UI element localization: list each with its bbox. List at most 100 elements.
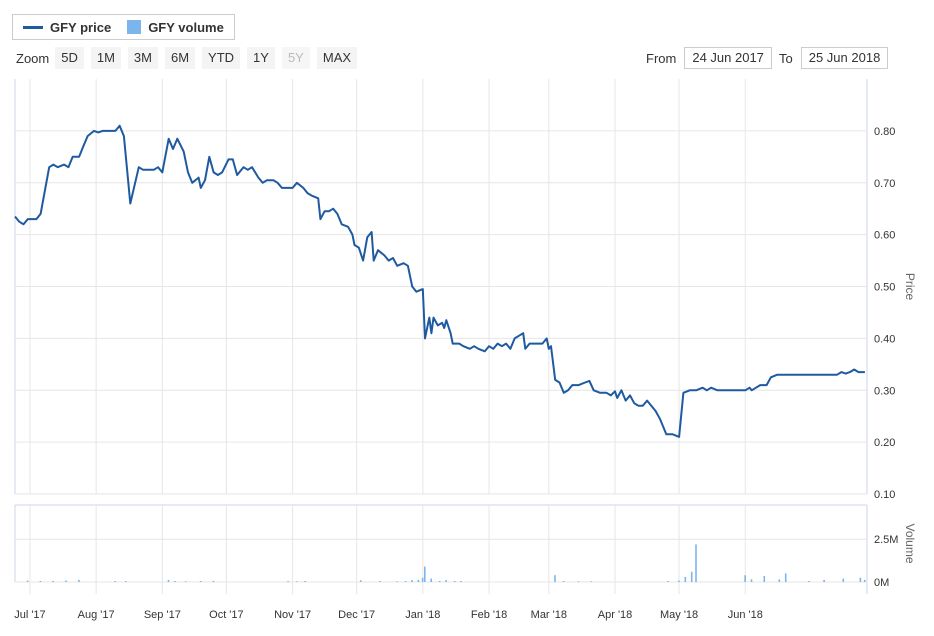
- volume-axis-title: Volume: [903, 523, 917, 563]
- x-tick-label: Dec '17: [338, 609, 375, 621]
- volume-bar: [778, 579, 781, 582]
- volume-bar: [52, 580, 54, 582]
- price-axis-title: Price: [903, 273, 917, 301]
- volume-bar: [784, 573, 787, 582]
- date-range-from: From 24 Jun 2017: [646, 46, 772, 70]
- volume-bar: [174, 581, 176, 582]
- zoom-3m-button[interactable]: 3M: [127, 47, 158, 69]
- x-tick-label: Jun '18: [728, 609, 763, 621]
- zoom-1y-button[interactable]: 1Y: [247, 47, 275, 69]
- volume-bar: [78, 579, 80, 582]
- x-tick-label: Sep '17: [144, 609, 181, 621]
- x-tick-label: Nov '17: [274, 609, 311, 621]
- volume-bar: [379, 581, 381, 582]
- zoom-1m-button[interactable]: 1M: [90, 47, 121, 69]
- x-tick-label: Mar '18: [531, 609, 567, 621]
- x-tick-label: Aug '17: [78, 609, 115, 621]
- volume-y-tick-label: 2.5M: [874, 534, 898, 546]
- volume-bar: [684, 576, 687, 582]
- legend-label-price: GFY price: [50, 19, 112, 35]
- volume-bar: [823, 579, 825, 582]
- price-y-tick-label: 0.10: [874, 489, 895, 501]
- volume-bar: [125, 581, 127, 582]
- zoom-5d-button[interactable]: 5D: [55, 47, 84, 69]
- legend-box-swatch: [127, 20, 142, 34]
- volume-bar: [562, 581, 565, 582]
- legend-label-volume: GFY volume: [148, 19, 224, 35]
- volume-plot: [26, 544, 866, 583]
- x-tick-label: Jul '17: [14, 609, 45, 621]
- volume-bar: [167, 579, 170, 582]
- volume-bar: [577, 581, 580, 583]
- volume-bar: [287, 581, 289, 582]
- from-label: From: [646, 50, 677, 66]
- price-y-tick-label: 0.30: [874, 385, 895, 397]
- x-tick-label: Feb '18: [471, 609, 507, 621]
- axes: Jul '17 Aug '17 Sep '17 Oct '17 Nov '17 Dec '…: [14, 126, 917, 621]
- from-date-input[interactable]: 24 Jun 2017: [684, 47, 772, 69]
- legend-item-volume[interactable]: GFY volume: [127, 20, 224, 35]
- volume-y-tick-label: 0M: [874, 577, 889, 589]
- volume-bar: [744, 575, 746, 582]
- volume-bar: [114, 581, 116, 582]
- x-tick-label: May '18: [660, 609, 698, 621]
- to-label: To: [779, 50, 793, 66]
- volume-bar: [359, 580, 362, 582]
- chart-legend: GFY price GFY volume: [12, 14, 235, 40]
- volume-bar: [199, 581, 202, 582]
- price-series-line: [14, 124, 865, 438]
- volume-bar: [184, 581, 187, 583]
- date-range-to: To 25 Jun 2018: [779, 46, 889, 70]
- zoom-label: Zoom: [16, 50, 50, 66]
- x-tick-label: Oct '17: [209, 609, 244, 621]
- price-y-tick-label: 0.70: [874, 178, 895, 190]
- zoom-ytd-button[interactable]: YTD: [202, 47, 241, 69]
- volume-bar: [667, 581, 669, 582]
- volume-bar: [763, 576, 766, 582]
- volume-bar: [863, 579, 866, 582]
- zoom-toolbar: Zoom 5D 1M 3M 6M YTD 1Y 5Y MAX: [16, 46, 364, 70]
- volume-bar: [438, 581, 441, 582]
- volume-bar: [417, 579, 420, 582]
- volume-bar: [404, 581, 407, 582]
- volume-bar: [26, 580, 29, 582]
- volume-bar: [396, 581, 398, 583]
- volume-bar: [590, 581, 593, 583]
- volume-bar: [39, 581, 42, 582]
- volume-bar: [453, 581, 456, 582]
- volume-bar: [411, 580, 413, 582]
- legend-item-price[interactable]: GFY price: [23, 20, 111, 35]
- price-y-tick-label: 0.80: [874, 126, 895, 138]
- volume-bar: [695, 544, 697, 582]
- volume-bar: [808, 581, 810, 582]
- legend-line-swatch: [23, 25, 43, 29]
- volume-bar: [859, 577, 862, 582]
- zoom-6m-button[interactable]: 6M: [164, 47, 196, 69]
- zoom-5y-button: 5Y: [281, 47, 310, 69]
- volume-bar: [304, 581, 306, 582]
- volume-bar: [424, 566, 426, 582]
- volume-bar: [554, 575, 556, 582]
- volume-bar: [842, 578, 845, 582]
- volume-bar: [690, 571, 693, 582]
- volume-bar: [430, 578, 432, 582]
- zoom-max-button[interactable]: MAX: [316, 47, 358, 69]
- x-tick-label: Apr '18: [598, 609, 633, 621]
- volume-bar: [212, 580, 215, 582]
- price-y-tick-label: 0.20: [874, 437, 895, 449]
- grid-layer: [14, 79, 868, 594]
- price-y-tick-label: 0.60: [874, 230, 895, 242]
- volume-bar: [445, 580, 447, 582]
- volume-bar: [295, 581, 298, 583]
- to-date-input[interactable]: 25 Jun 2018: [800, 47, 889, 69]
- volume-bar: [421, 577, 424, 582]
- price-y-tick-label: 0.40: [874, 333, 895, 345]
- volume-bar: [460, 581, 462, 582]
- price-plot: [14, 124, 865, 438]
- price-y-tick-label: 0.50: [874, 282, 895, 294]
- volume-bar: [65, 580, 67, 582]
- volume-bar: [750, 579, 753, 582]
- volume-bar: [678, 580, 680, 582]
- x-tick-label: Jan '18: [405, 609, 440, 621]
